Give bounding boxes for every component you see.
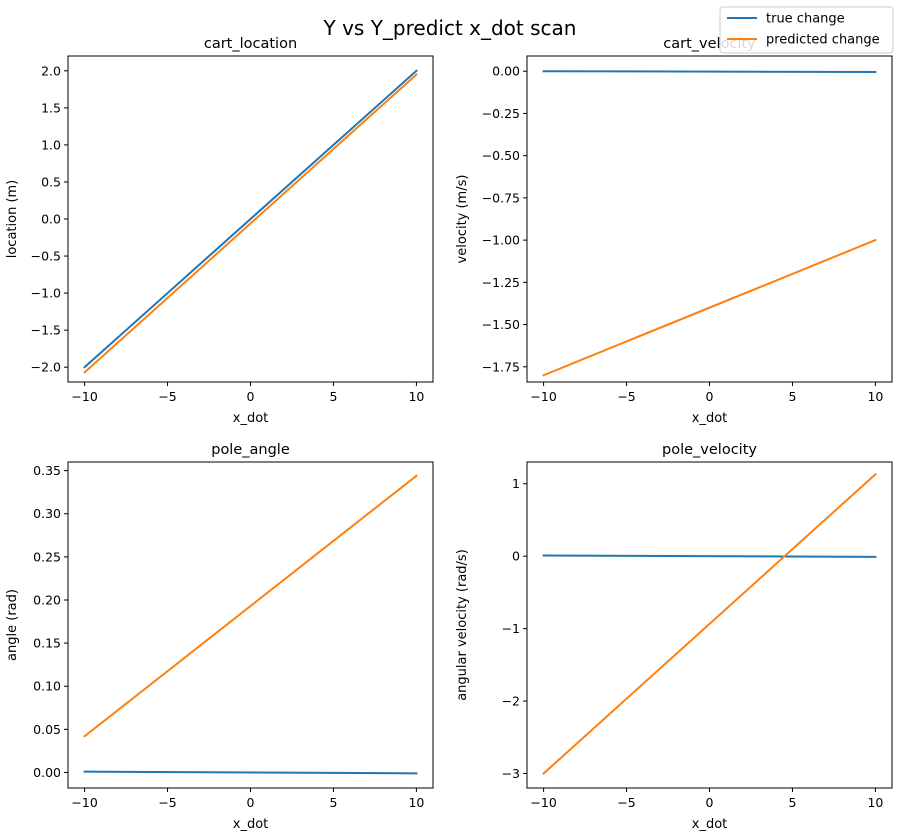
x-tick-label: −10 — [530, 389, 556, 404]
subplot-title: pole_angle — [211, 442, 290, 458]
x-tick-label: −5 — [617, 795, 635, 810]
y-tick-label: 0.00 — [492, 64, 520, 79]
y-tick-label: 0.05 — [33, 722, 61, 737]
y-tick-label: −1.00 — [482, 233, 520, 248]
subplot-pole-angle: −10 −5 0 5 10 0.00 0.05 0.10 0.15 0.20 0.25 0.30 0.3… — [5, 442, 434, 832]
y-axis-label: velocity (m/s) — [455, 175, 470, 264]
x-axis-label: x_dot — [692, 817, 728, 832]
x-tick-label: 0 — [247, 389, 255, 404]
series-line-true-change — [83, 69, 418, 369]
subplot-cart-location: −10 −5 0 5 10 −2.0 −1.5 −1.0 −0.5 0.0 0.5 1.0 1.5 2.0… — [5, 36, 434, 426]
x-tick-label: 10 — [408, 795, 424, 810]
x-tick-label: −10 — [530, 795, 556, 810]
y-tick-label: 0.00 — [33, 765, 61, 780]
series-line-true-change — [542, 554, 877, 558]
series-line-true-change — [542, 70, 877, 74]
x-tick-label: 5 — [329, 389, 337, 404]
y-tick-label: 0.20 — [33, 592, 61, 607]
series-line-predicted-change — [83, 474, 418, 738]
x-tick-label: 10 — [408, 389, 424, 404]
y-tick-label: 1.0 — [41, 137, 61, 152]
series-group — [542, 472, 877, 775]
legend-label-predicted: predicted change — [766, 33, 880, 48]
x-tick-label: 10 — [867, 389, 883, 404]
x-tick-label: −5 — [158, 389, 176, 404]
y-tick-label: −1 — [502, 621, 520, 636]
y-tick-label: 0.15 — [33, 636, 61, 651]
y-tick-label: −1.5 — [31, 323, 61, 338]
legend-frame — [719, 6, 894, 54]
y-tick-label: 0.0 — [41, 212, 61, 227]
y-tick-label: 1 — [512, 476, 520, 491]
figure-title: Y vs Y_predict x_dot scan — [323, 16, 577, 40]
y-tick-label: −1.75 — [482, 359, 520, 374]
y-tick-label: −0.25 — [482, 106, 520, 121]
y-axis-label: angular velocity (rad/s) — [455, 549, 470, 701]
subplot-title: cart_location — [204, 36, 297, 52]
x-tick-label: −10 — [71, 389, 97, 404]
x-tick-label: 5 — [329, 795, 337, 810]
x-axis-label: x_dot — [233, 817, 269, 832]
y-tick-label: 0.30 — [33, 506, 61, 521]
x-tick-label: 0 — [706, 389, 714, 404]
y-tick-label: 0 — [512, 549, 520, 564]
y-tick-label: −2.0 — [31, 360, 61, 375]
y-tick-label: −2 — [502, 694, 520, 709]
legend: true change predicted change — [719, 6, 894, 54]
series-line-predicted-change — [83, 73, 418, 374]
x-tick-label: 10 — [867, 795, 883, 810]
y-tick-label: −1.25 — [482, 275, 520, 290]
y-tick-label: 0.25 — [33, 549, 61, 564]
y-tick-label: 0.10 — [33, 679, 61, 694]
x-tick-label: 0 — [706, 795, 714, 810]
y-tick-label: 0.35 — [33, 463, 61, 478]
series-group — [83, 474, 418, 775]
subplot-pole-velocity: −10 −5 0 5 10−3−2−101pole_velocityx_dotangul… — [455, 442, 893, 832]
x-tick-label: −10 — [71, 795, 97, 810]
x-tick-label: 5 — [788, 389, 796, 404]
y-tick-label: 2.0 — [41, 63, 61, 78]
y-tick-label: −0.50 — [482, 148, 520, 163]
x-tick-label: 0 — [247, 795, 255, 810]
legend-label-true: true change — [766, 12, 845, 27]
y-axis-label: angle (rad) — [5, 589, 20, 661]
subplot-grid: −10 −5 0 5 10−2.0−1.5−1.0−0.50.00.51.01.52.0… — [5, 36, 893, 832]
y-tick-label: 0.5 — [41, 174, 61, 189]
series-line-predicted-change — [542, 238, 877, 377]
y-tick-label: −3 — [502, 766, 520, 781]
y-tick-label: −0.75 — [482, 190, 520, 205]
y-tick-label: 1.5 — [41, 100, 61, 115]
subplot-title: pole_velocity — [662, 442, 757, 458]
series-group — [542, 70, 877, 377]
series-line-true-change — [83, 770, 418, 775]
y-tick-label: −1.50 — [482, 317, 520, 332]
series-group — [83, 69, 418, 374]
x-axis-label: x_dot — [692, 411, 728, 426]
y-tick-label: −1.0 — [31, 286, 61, 301]
x-tick-label: 5 — [788, 795, 796, 810]
y-tick-label: −0.5 — [31, 249, 61, 264]
y-axis-label: location (m) — [5, 180, 20, 259]
x-tick-label: −5 — [158, 795, 176, 810]
x-axis-label: x_dot — [233, 411, 269, 426]
series-line-predicted-change — [542, 472, 877, 775]
x-tick-label: −5 — [617, 389, 635, 404]
